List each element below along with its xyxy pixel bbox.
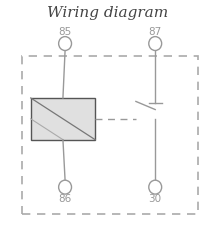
Text: Wiring diagram: Wiring diagram (47, 7, 169, 21)
Text: 30: 30 (149, 194, 162, 204)
Text: 87: 87 (149, 27, 162, 37)
Bar (22, 56, 198, 214)
Text: 86: 86 (59, 194, 72, 204)
Bar (31, 98, 95, 140)
Circle shape (59, 180, 71, 194)
Text: 85: 85 (59, 27, 72, 37)
Circle shape (59, 37, 71, 51)
Circle shape (149, 180, 162, 194)
Circle shape (149, 37, 162, 51)
